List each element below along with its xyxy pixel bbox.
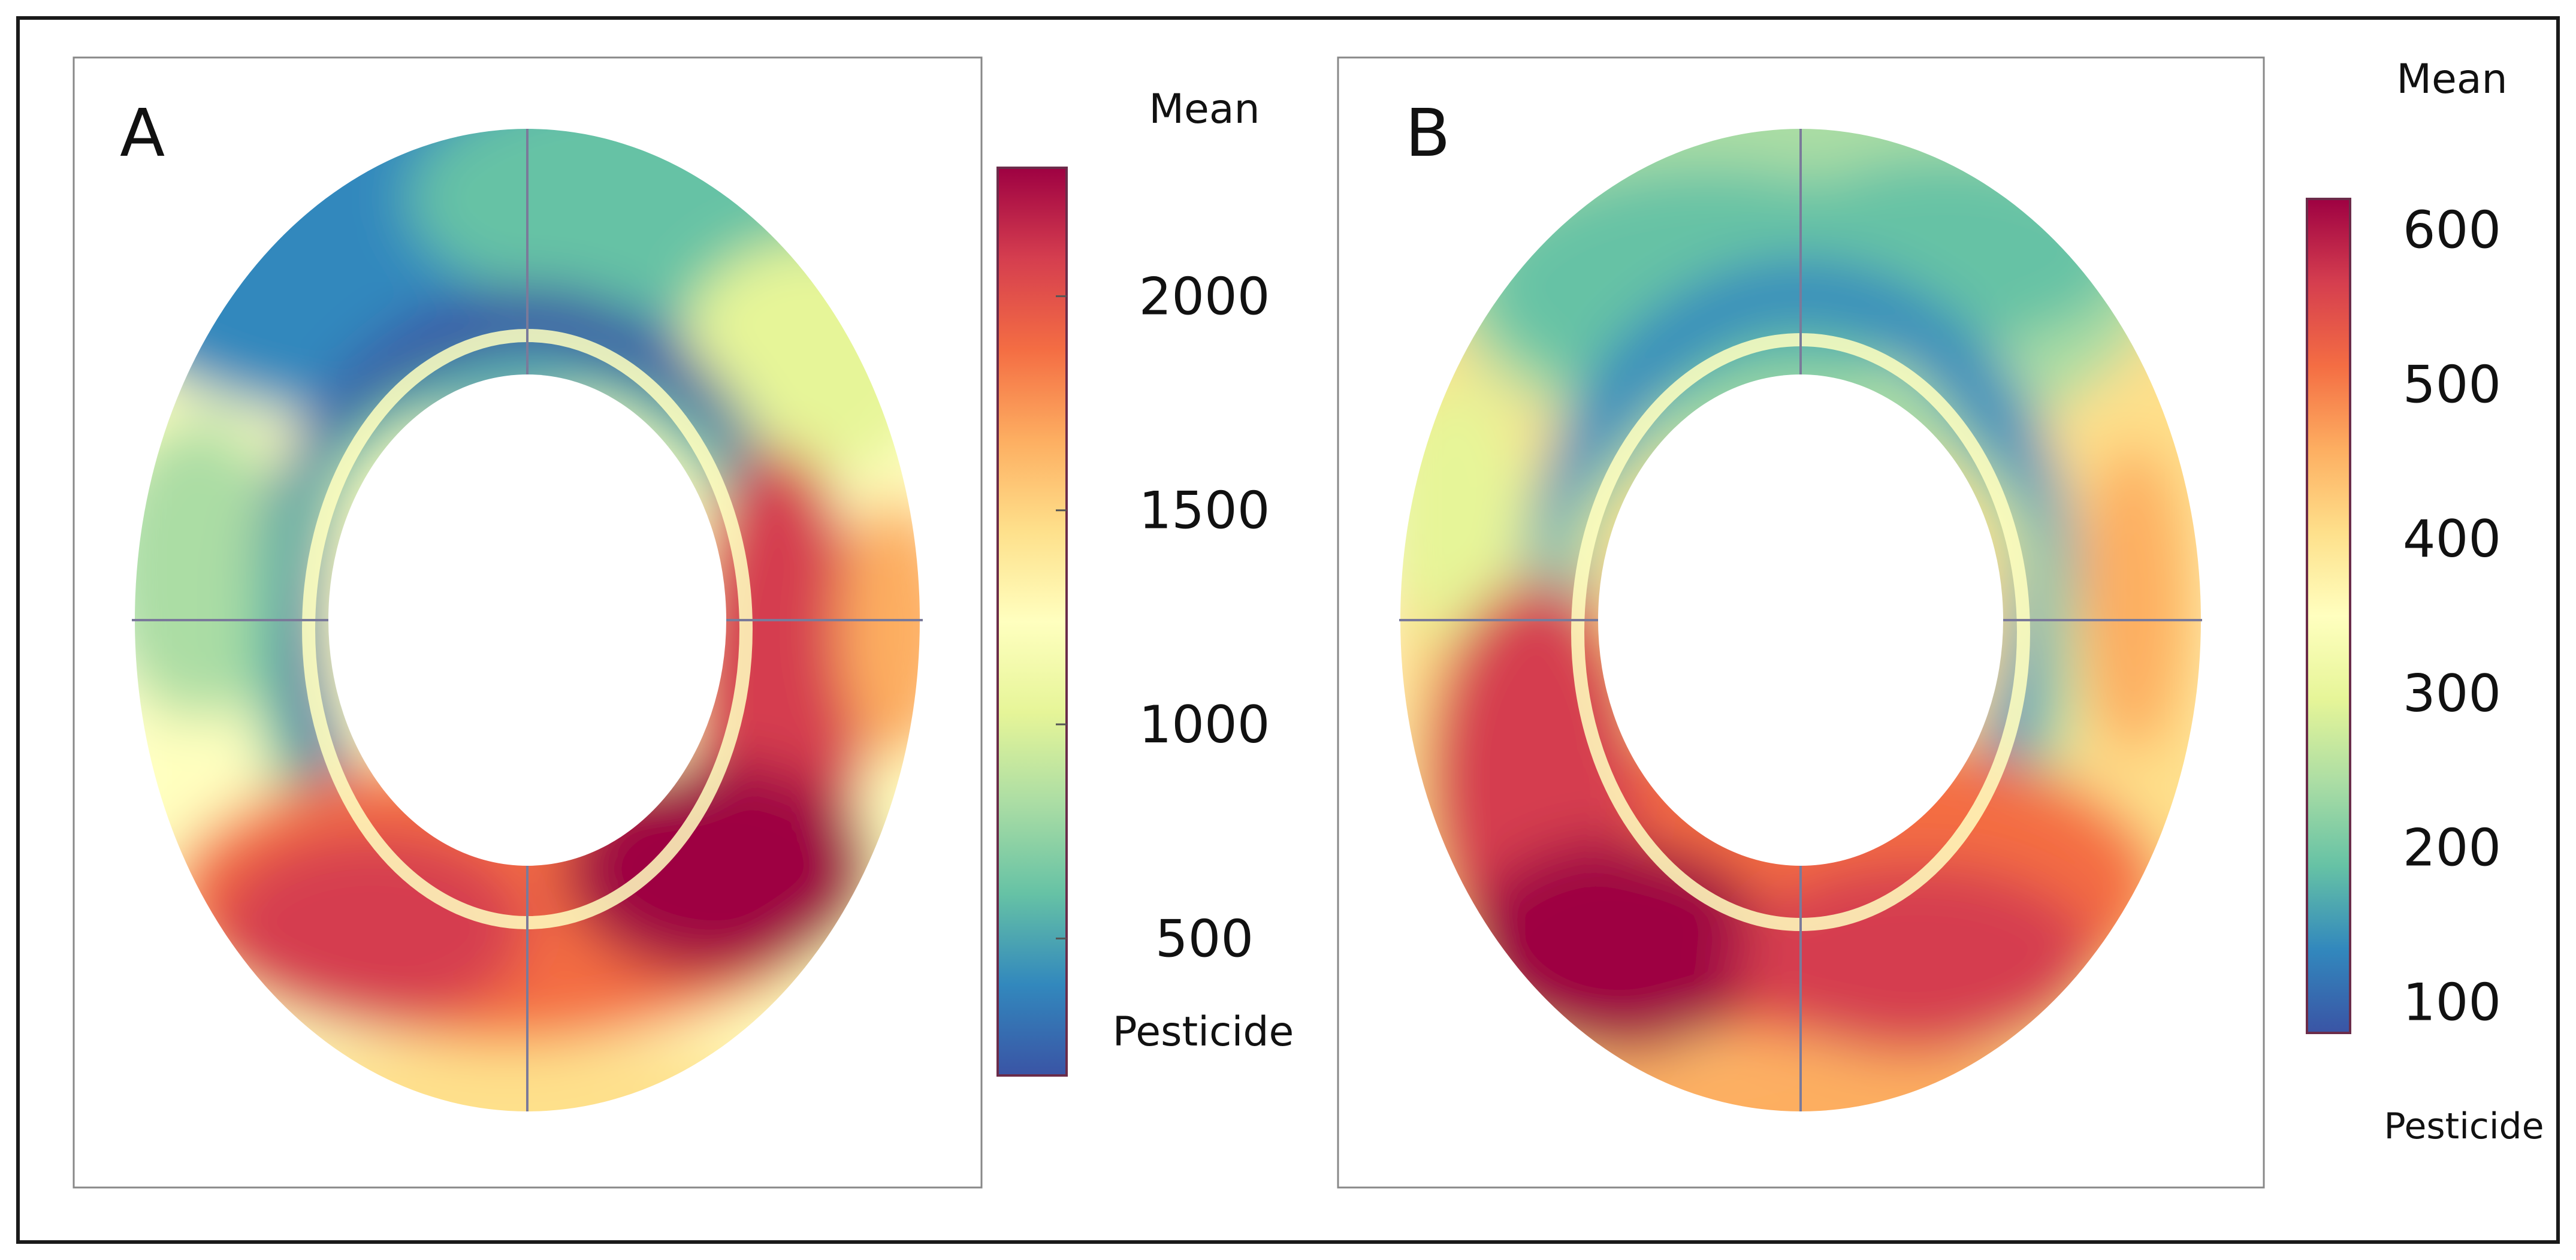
colorbar-tick-label: 300 — [2403, 664, 2501, 724]
panel-a-colorbar-subtitle: Pesticide — [1113, 1008, 1294, 1056]
colorbar-tick-label: 400 — [2403, 509, 2501, 569]
panel-b-colorbar-gradient — [2306, 198, 2351, 1034]
panel-b: B — [1337, 36, 2544, 1189]
colorbar-tick-label: 100 — [2403, 972, 2501, 1032]
figure-frame — [16, 16, 2560, 1244]
panel-a-colorbar-gradient — [996, 167, 1068, 1077]
panel-a: A — [48, 30, 1294, 1189]
panel-b-colorbar-ticks: 100 200 300 400 500 600 — [2403, 201, 2501, 1033]
colorbar-tick-label: 500 — [1155, 909, 1254, 969]
colorbar-tick-label: 2000 — [1139, 267, 1270, 327]
panel-b-colorbar-subtitle: Pesticide — [2384, 1105, 2544, 1147]
panel-b-colorbar: Mean Pesticide 100 200 300 400 500 600 — [2306, 56, 2544, 1147]
panel-a-colorbar: Mean Pesticide 500 1000 1500 2000 — [996, 86, 1294, 1077]
panel-a-colorbar-ticks: 500 1000 1500 2000 — [1056, 267, 1270, 969]
colorbar-tick-label: 200 — [2403, 818, 2501, 878]
panel-b-axes — [1399, 129, 2202, 1111]
colorbar-tick-label: 1500 — [1139, 481, 1270, 541]
panel-b-colorbar-title: Mean — [2396, 56, 2507, 103]
colorbar-tick-label: 500 — [2403, 355, 2501, 415]
panel-b-heatmap-ring — [1378, 36, 2229, 1180]
colorbar-tick-label: 1000 — [1139, 695, 1270, 755]
panel-a-axes — [132, 129, 923, 1111]
panel-a-heatmap-ring — [48, 30, 959, 1186]
colorbar-tick-label: 600 — [2403, 201, 2501, 261]
panel-a-colorbar-title: Mean — [1149, 86, 1260, 133]
